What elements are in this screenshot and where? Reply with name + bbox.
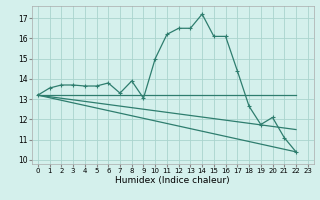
- X-axis label: Humidex (Indice chaleur): Humidex (Indice chaleur): [116, 176, 230, 185]
